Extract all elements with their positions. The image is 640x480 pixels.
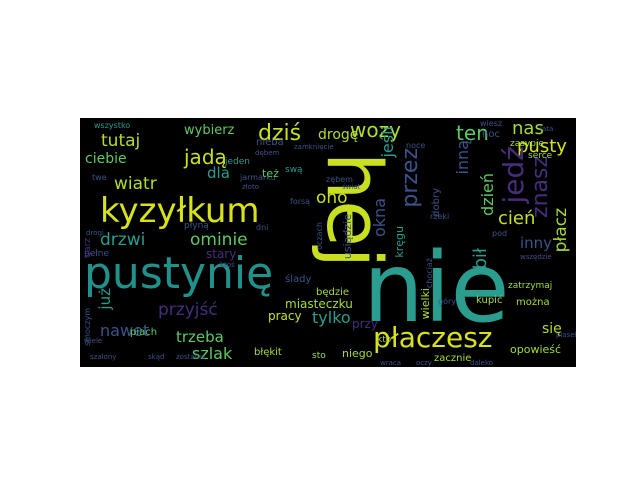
word-dzien: dzień bbox=[480, 173, 496, 216]
word-jeden: jeden bbox=[225, 158, 250, 167]
word-lata: lata bbox=[540, 126, 553, 133]
word-wszedzie: wszędzie bbox=[520, 254, 552, 261]
word-twe: twe bbox=[92, 174, 107, 182]
word-miasteczku: miasteczku bbox=[285, 298, 353, 310]
word-tutaj: tutaj bbox=[101, 133, 140, 150]
word-dni: dni bbox=[256, 224, 268, 232]
word-placz: płacz bbox=[553, 208, 570, 252]
word-oho: oho bbox=[316, 190, 348, 207]
word-drogi: drogi bbox=[86, 230, 104, 237]
word-cloud: nie hej pustynię kyzyłkum płaczesz dziś … bbox=[80, 118, 576, 367]
word-dla: dla bbox=[207, 166, 230, 181]
word-piach: piach bbox=[130, 328, 157, 338]
word-sto: sto bbox=[312, 352, 326, 361]
word-pracy: pracy bbox=[268, 310, 302, 322]
word-zasypie: zasypie bbox=[510, 140, 544, 149]
word-kto: kto bbox=[377, 336, 391, 345]
word-bil: bił bbox=[472, 248, 490, 270]
word-wiesz: wiesz bbox=[480, 120, 502, 128]
word-zamknicie: zamknięcie bbox=[294, 144, 334, 151]
word-droge: drogę bbox=[318, 128, 358, 142]
word-kregu: kręgu bbox=[394, 226, 405, 258]
word-gory: góry bbox=[438, 298, 456, 306]
word-wszystko: wszystko bbox=[94, 122, 130, 130]
word-przy: przy bbox=[352, 318, 378, 330]
word-wiele: wiele bbox=[84, 338, 102, 345]
word-debem: dębem bbox=[255, 150, 279, 157]
word-zacznie: zacznie bbox=[434, 354, 471, 364]
word-oczy: oczy bbox=[416, 360, 432, 367]
word-stary: stary bbox=[206, 248, 236, 260]
word-tez: też bbox=[262, 168, 279, 179]
word-jedz: jedź bbox=[500, 146, 528, 203]
word-zostanie: zostanie bbox=[176, 354, 205, 361]
word-okna: okna bbox=[372, 198, 388, 237]
word-juz: już bbox=[98, 288, 113, 310]
word-jesli: jeśli bbox=[380, 126, 396, 158]
word-przyjsc: przyjść bbox=[158, 302, 218, 319]
word-cien: cień bbox=[498, 210, 535, 228]
word-szalony: szalony bbox=[90, 354, 116, 361]
word-mozna: można bbox=[516, 298, 550, 308]
word-przez: przez bbox=[400, 148, 422, 208]
word-niego: niego bbox=[342, 348, 373, 359]
word-trzeba: trzeba bbox=[176, 330, 224, 345]
word-wiatr: wiatr bbox=[114, 176, 157, 193]
word-ciebie: ciebie bbox=[85, 152, 127, 166]
word-kyzylkum: kyzyłkum bbox=[100, 194, 260, 228]
word-kupic: kupić bbox=[476, 296, 502, 306]
word-piasek: piasek bbox=[556, 332, 576, 339]
word-chociaz: chociaż bbox=[426, 258, 434, 288]
word-serce: serce bbox=[528, 152, 552, 161]
word-pod: pod bbox=[492, 230, 507, 238]
word-swiat: świat bbox=[342, 184, 360, 191]
word-inna: inną bbox=[455, 140, 471, 175]
word-plyna: płyną bbox=[184, 222, 209, 231]
word-zloto: złoto bbox=[242, 184, 259, 191]
word-zatrzymaj: zatrzymaj bbox=[508, 282, 552, 291]
word-drzwi: drzwi bbox=[100, 232, 145, 249]
word-swa: swą bbox=[285, 166, 303, 175]
word-rzeki: rzeki bbox=[430, 213, 449, 221]
word-wielki: wielki bbox=[420, 288, 431, 319]
word-nieba: nieba bbox=[256, 138, 284, 148]
word-forsa: forsą bbox=[290, 198, 310, 206]
word-wraca: wraca bbox=[380, 360, 401, 367]
word-noc: noc bbox=[482, 130, 500, 140]
word-oczach: oczach bbox=[316, 222, 324, 250]
word-ktos: ktoś bbox=[220, 262, 235, 269]
word-bedzie: będzie bbox=[316, 288, 349, 298]
word-opowiesc: opowieść bbox=[510, 344, 561, 355]
word-tylko: tylko bbox=[312, 310, 351, 326]
word-slady: ślady bbox=[285, 275, 311, 285]
word-noce: noce bbox=[406, 142, 425, 150]
word-usiadzie: usiądzie bbox=[342, 214, 353, 259]
word-blekit: błękit bbox=[254, 348, 282, 358]
word-inny: inny bbox=[520, 236, 552, 251]
word-wybierz: wybierz bbox=[184, 124, 234, 137]
word-garz: garz bbox=[84, 238, 93, 258]
word-skad: skąd bbox=[148, 354, 164, 361]
word-daleko: daleko bbox=[470, 360, 493, 367]
